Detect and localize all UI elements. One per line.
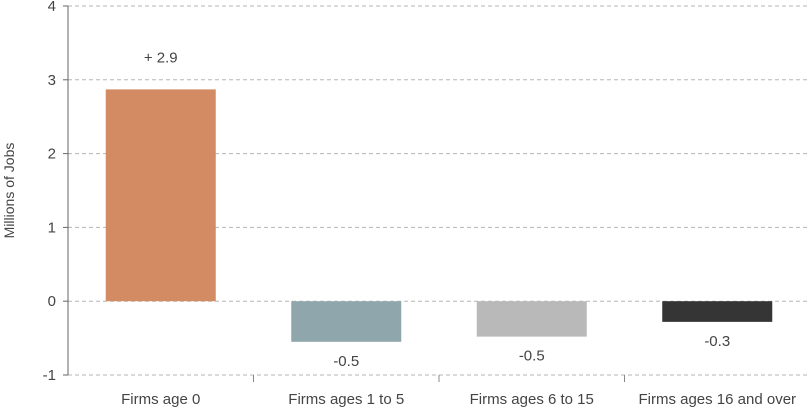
y-axis-ticks: -1 0 1 2 3 4 — [43, 0, 68, 384]
data-labels: + 2.9 -0.5 -0.5 -0.3 — [144, 49, 730, 369]
y-tick-label: 2 — [48, 146, 56, 163]
x-category-label: Firms ages 6 to 15 — [470, 391, 594, 407]
y-tick-label: 3 — [48, 72, 56, 89]
data-label: -0.3 — [704, 333, 730, 350]
bar — [662, 301, 773, 322]
bar — [476, 301, 587, 337]
x-category-label: Firms ages 1 to 5 — [288, 391, 404, 407]
data-label: + 2.9 — [144, 49, 178, 66]
x-axis-categories: Firms age 0 Firms ages 1 to 5 Firms ages 6… — [121, 375, 796, 407]
y-tick-label: 4 — [48, 0, 56, 15]
y-tick-label: 1 — [48, 219, 56, 236]
bars — [105, 89, 773, 342]
y-tick-label: 0 — [48, 293, 56, 310]
y-axis-title: Millions of Jobs — [1, 143, 17, 239]
x-category-label: Firms ages 16 and over — [638, 391, 796, 407]
bar — [291, 301, 402, 342]
bar — [105, 89, 216, 302]
data-label: -0.5 — [519, 348, 545, 365]
data-label: -0.5 — [333, 353, 359, 370]
y-tick-label: -1 — [43, 367, 56, 384]
x-category-label: Firms age 0 — [121, 391, 200, 407]
